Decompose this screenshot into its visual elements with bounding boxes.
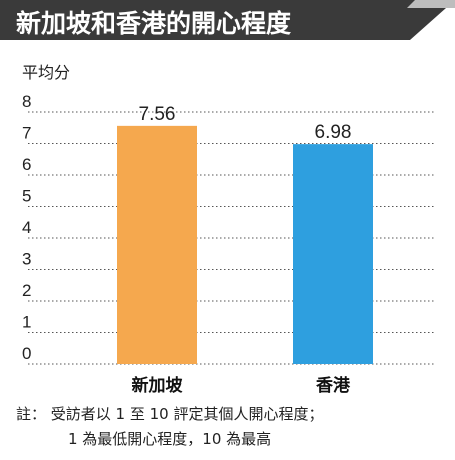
data-label-singapore: 7.56 (139, 104, 176, 125)
y-tick-label-8: 8 (22, 92, 31, 111)
bar-hong-kong (293, 144, 373, 364)
data-labels: 7.56 6.98 (139, 104, 352, 143)
y-tick-label-3: 3 (22, 250, 31, 269)
y-tick-label-0: 0 (22, 344, 31, 363)
y-tick-label-4: 4 (22, 218, 31, 237)
y-tick-label-6: 6 (22, 155, 31, 174)
footnote: 註： 受訪者以 1 至 10 評定其個人開心程度； 1 為最低開心程度，10 為… (16, 402, 323, 452)
data-label-hong-kong: 6.98 (315, 122, 352, 143)
footnote-line-1: 註： 受訪者以 1 至 10 評定其個人開心程度； (16, 405, 324, 423)
x-axis-categories: 新加坡 香港 (132, 375, 351, 396)
y-axis-label: 平均分 (22, 63, 70, 82)
banner-accent (407, 0, 455, 8)
footnote-line-2: 1 為最低開心程度，10 為最高 (68, 430, 272, 448)
gridlines (28, 111, 435, 365)
bars (117, 125, 373, 364)
category-label-singapore: 新加坡 (132, 375, 183, 396)
y-tick-label-5: 5 (22, 187, 31, 206)
title-banner (0, 0, 455, 40)
y-tick-label-7: 7 (22, 124, 31, 143)
bar-singapore (117, 125, 197, 364)
y-axis-ticks: 0 1 2 3 4 5 6 7 8 (22, 92, 31, 363)
y-tick-label-2: 2 (22, 281, 31, 300)
chart-title: 新加坡和香港的開心程度 (16, 9, 291, 38)
chart: 新加坡和香港的開心程度 平均分 0 1 2 3 4 5 6 7 8 7.56 6.98 新加坡 香港 (0, 0, 455, 396)
y-tick-label-1: 1 (22, 313, 31, 332)
category-label-hong-kong: 香港 (316, 375, 351, 396)
